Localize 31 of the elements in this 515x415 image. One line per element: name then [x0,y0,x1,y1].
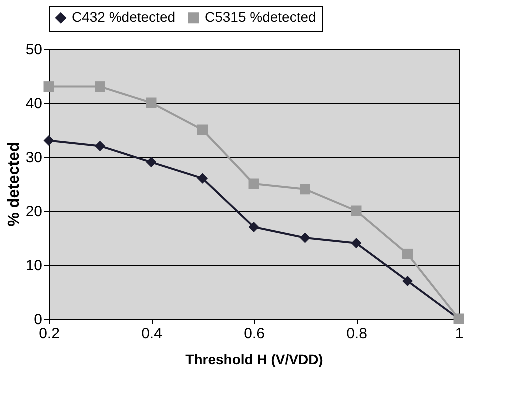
y-tick-label: 20 [26,204,42,220]
x-tick-label: 0.2 [39,326,60,342]
point [402,248,413,260]
y-tick-label: 10 [26,258,42,274]
point [351,238,362,249]
point [351,206,362,216]
x-tick-label: 0.6 [244,326,265,342]
x-tick-label: 0.8 [346,326,368,342]
y-tick-label: 30 [26,150,42,166]
legend-label: C5315 %detected [205,9,316,26]
point [44,136,54,146]
y-tick-label: 50 [26,42,42,58]
point [300,232,310,244]
y-axis-title: % detected [6,142,23,227]
x-axis-title: Threshold H (V/VDD) [186,352,324,368]
y-tick-label: 40 [26,96,42,112]
point [198,124,208,136]
point [300,184,310,195]
point [248,222,260,232]
x-tick-label: 0.4 [142,326,162,342]
x-tick-label: 1 [455,326,464,342]
y-tick-label: 0 [34,312,42,328]
legend-label: C432 %detected [72,9,176,26]
point [198,173,208,184]
point [248,178,260,190]
point [146,98,157,108]
point [44,82,54,92]
point [95,140,106,152]
point [95,82,106,92]
point [146,157,157,168]
point [402,276,413,286]
